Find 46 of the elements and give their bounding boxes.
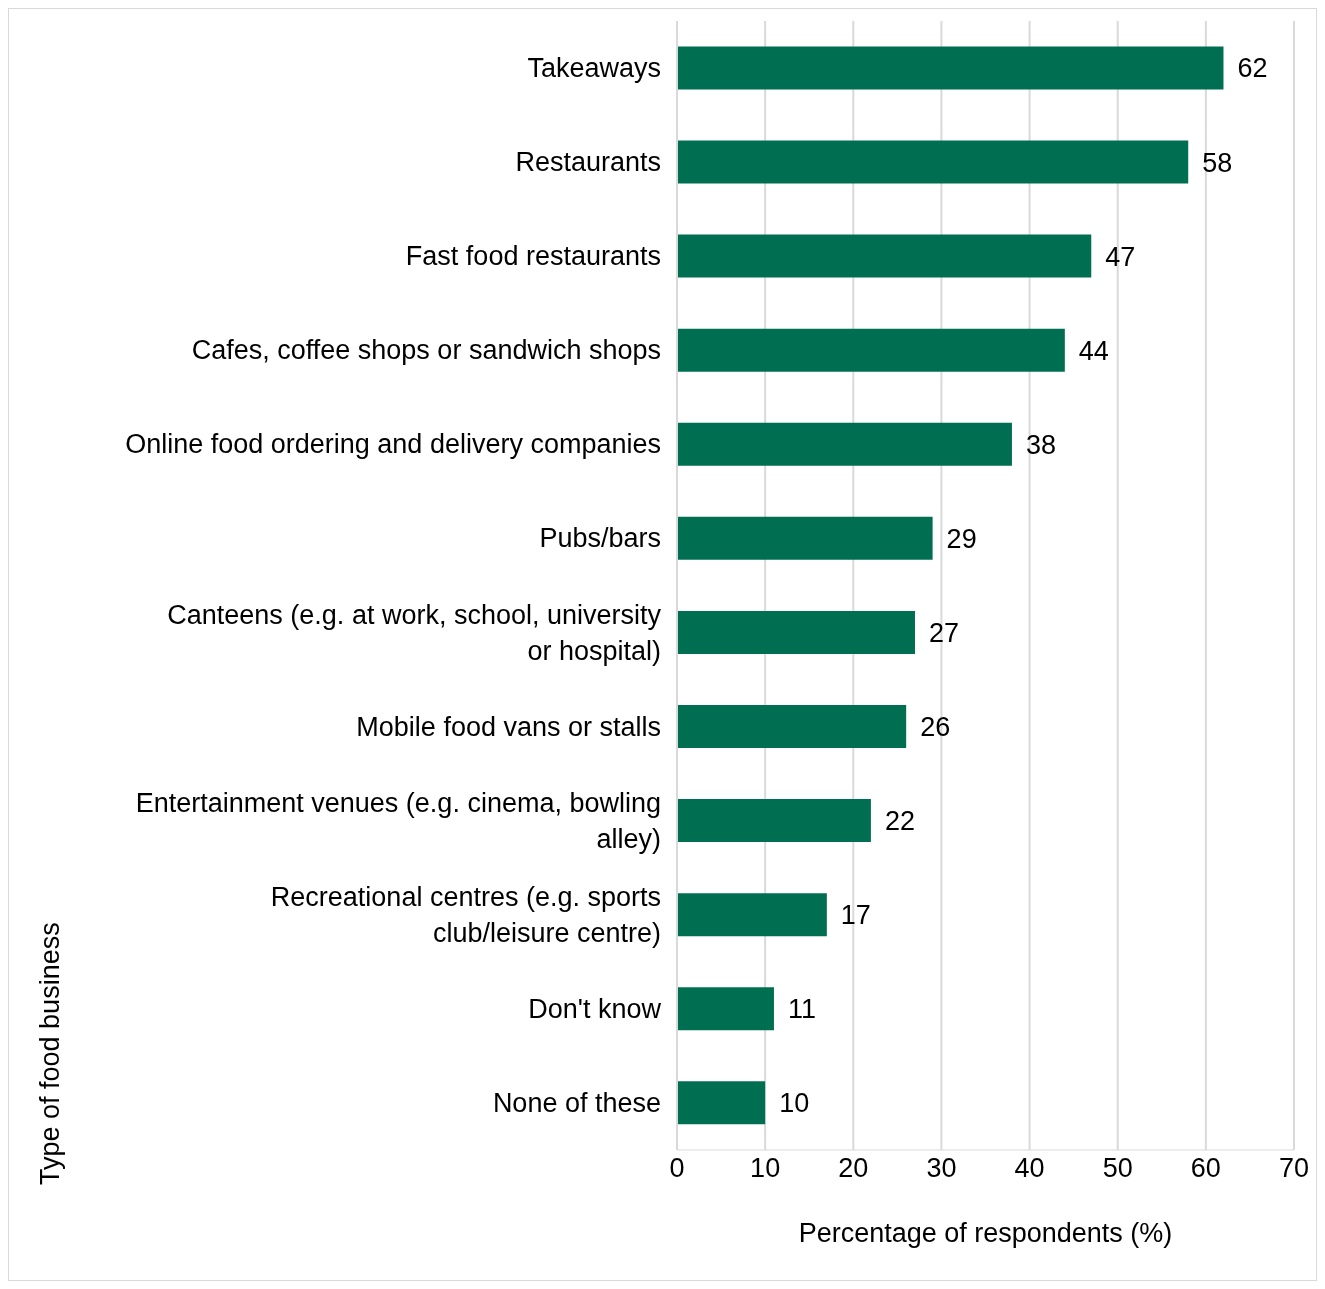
x-tick-label: 40: [1014, 1153, 1045, 1184]
bar: [677, 1081, 766, 1125]
data-label: 38: [1025, 429, 1056, 460]
y-tick-label: Entertainment venues (e.g. cinema, bowling alley): [135, 787, 661, 854]
y-tick-label: Recreational centres (e.g. sports club/leisure centre): [270, 881, 661, 948]
data-label: 10: [779, 1088, 810, 1119]
x-tick-label: 30: [926, 1153, 957, 1184]
x-tick-label: 20: [838, 1153, 869, 1184]
x-tick-label: 70: [1278, 1153, 1310, 1184]
data-label: 47: [1105, 241, 1136, 272]
data-label: 27: [928, 617, 960, 648]
y-tick-label: Mobile food vans or stalls: [356, 711, 661, 742]
y-tick-label: Don't know: [528, 993, 662, 1024]
y-tick-label: Online food ordering and delivery companies: [125, 429, 661, 460]
bar: [677, 799, 871, 843]
bar: [677, 610, 915, 654]
bar: [677, 140, 1189, 184]
bar: [677, 704, 907, 748]
y-tick-label: Pubs/bars: [539, 523, 661, 554]
y-axis-title: Type of food business: [35, 922, 65, 1185]
y-tick-label: Restaurants: [515, 147, 661, 178]
x-axis-title: Percentage of respondents (%): [798, 1218, 1173, 1248]
y-tick-label: Fast food restaurants: [405, 241, 661, 272]
bar: [677, 893, 827, 937]
x-tick-label: 60: [1190, 1153, 1221, 1184]
x-tick-label: 50: [1102, 1153, 1133, 1184]
bar: [677, 422, 1012, 466]
bar: [677, 46, 1224, 90]
x-tick-label: 10: [750, 1153, 781, 1184]
y-tick-label: Canteens (e.g. at work, school, university or hospital): [167, 599, 662, 666]
x-tick-label: 0: [669, 1153, 685, 1184]
y-tick-label: None of these: [492, 1087, 661, 1118]
data-label: 17: [840, 900, 871, 931]
data-label: 22: [884, 806, 915, 837]
data-label: 26: [920, 712, 951, 743]
bar: [677, 234, 1092, 278]
bar: [677, 328, 1065, 372]
data-label: 58: [1202, 147, 1233, 178]
data-label: 44: [1078, 335, 1109, 366]
data-label: 11: [787, 994, 816, 1025]
y-tick-label: Takeaways: [527, 53, 661, 84]
data-label: 62: [1237, 53, 1268, 84]
data-label: 29: [946, 523, 977, 554]
y-tick-label: Cafes, coffee shops or sandwich shops: [191, 335, 661, 366]
bar: [677, 987, 774, 1031]
bar: [677, 516, 933, 560]
